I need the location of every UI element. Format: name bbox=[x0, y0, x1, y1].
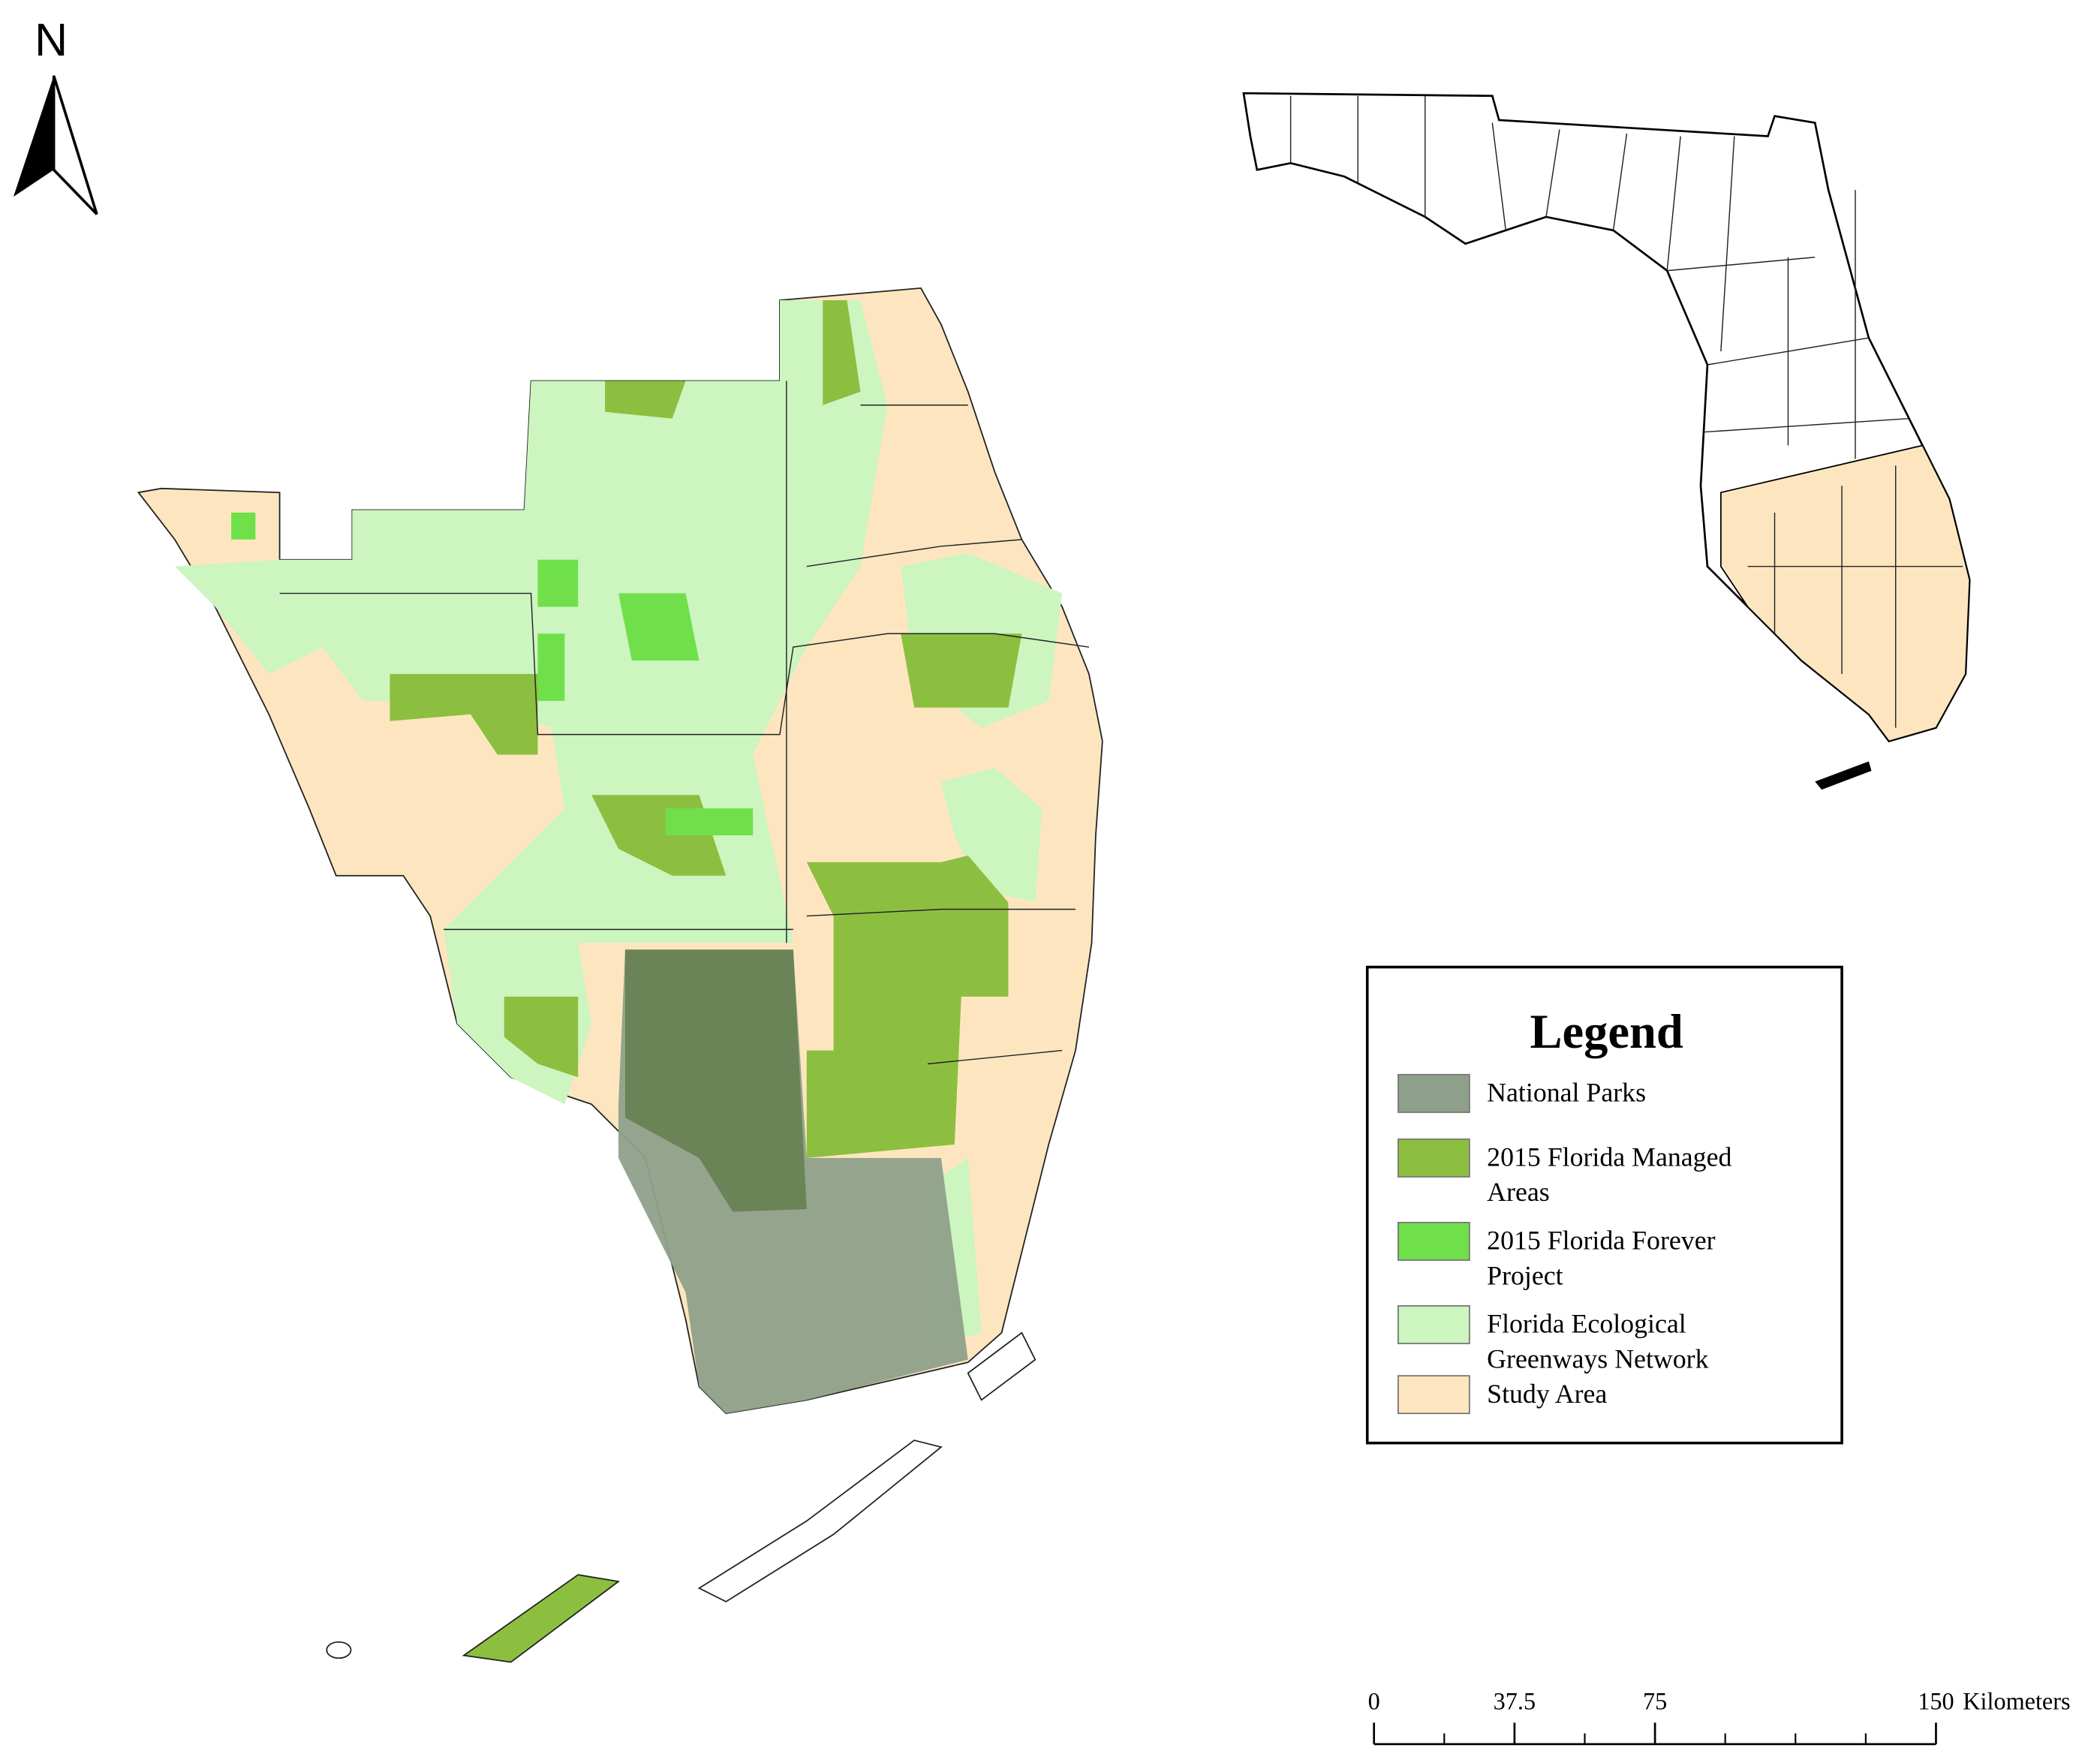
arrow-left bbox=[13, 75, 54, 197]
scale-label: 150 bbox=[1918, 1687, 1954, 1714]
legend-swatch bbox=[1397, 1375, 1470, 1415]
north-label: N bbox=[35, 14, 68, 65]
legend-box bbox=[1365, 965, 1843, 1445]
inset-county-lines bbox=[1289, 95, 1963, 728]
forever-projects bbox=[231, 513, 754, 835]
inset-keys bbox=[1815, 761, 1872, 790]
legend-title: Legend bbox=[1530, 1005, 1683, 1058]
forever-project bbox=[537, 559, 579, 607]
legend-label: Areas bbox=[1487, 1177, 1550, 1207]
managed-area bbox=[504, 996, 579, 1078]
scale-label: 0 bbox=[1368, 1687, 1380, 1714]
arrow-right bbox=[52, 75, 98, 215]
inset-map bbox=[1242, 92, 1971, 790]
managed-area bbox=[390, 674, 538, 755]
legend-label: Greenways Network bbox=[1487, 1343, 1708, 1373]
legend-swatch bbox=[1397, 1138, 1470, 1178]
scale-label: 75 bbox=[1643, 1687, 1667, 1714]
legend-label: 2015 Florida Managed bbox=[1487, 1142, 1731, 1172]
forever-project bbox=[537, 633, 565, 701]
managed-area bbox=[823, 300, 861, 405]
managed-area bbox=[806, 855, 1009, 1158]
north-arrow: N bbox=[13, 14, 98, 215]
managed-area bbox=[901, 633, 1022, 708]
county-lines bbox=[279, 381, 1090, 1065]
island bbox=[697, 1440, 943, 1603]
island bbox=[1815, 761, 1872, 790]
scale-unit: Kilometers bbox=[1963, 1687, 2070, 1714]
scale-label: 37.5 bbox=[1494, 1687, 1536, 1714]
greenway-area bbox=[940, 768, 1042, 903]
managed-areas bbox=[390, 300, 1022, 1158]
island bbox=[462, 1574, 621, 1663]
legend-label: Study Area bbox=[1487, 1379, 1607, 1409]
scale-bar: 0 37.5 75 150 Kilometers bbox=[1368, 1687, 2071, 1746]
inset-study-area bbox=[1719, 444, 1971, 742]
legend-label: Project bbox=[1487, 1260, 1563, 1290]
legend-label: National Parks bbox=[1487, 1078, 1646, 1108]
legend: Legend National Parks 2015 Florida Manage… bbox=[1365, 965, 1843, 1445]
legend-label: Florida Ecological bbox=[1487, 1309, 1686, 1339]
main-map bbox=[137, 287, 1103, 1663]
keys bbox=[326, 1331, 1036, 1663]
managed-area bbox=[605, 381, 686, 419]
island bbox=[326, 1641, 352, 1659]
forever-project bbox=[231, 513, 256, 540]
legend-label: 2015 Florida Forever bbox=[1487, 1226, 1715, 1256]
legend-swatch bbox=[1397, 1073, 1470, 1113]
forever-project bbox=[618, 593, 699, 661]
legend-swatch bbox=[1397, 1305, 1470, 1344]
legend-swatch bbox=[1397, 1221, 1470, 1261]
forever-project bbox=[665, 808, 754, 835]
national-park-dark bbox=[624, 949, 807, 1212]
island bbox=[967, 1331, 1036, 1401]
